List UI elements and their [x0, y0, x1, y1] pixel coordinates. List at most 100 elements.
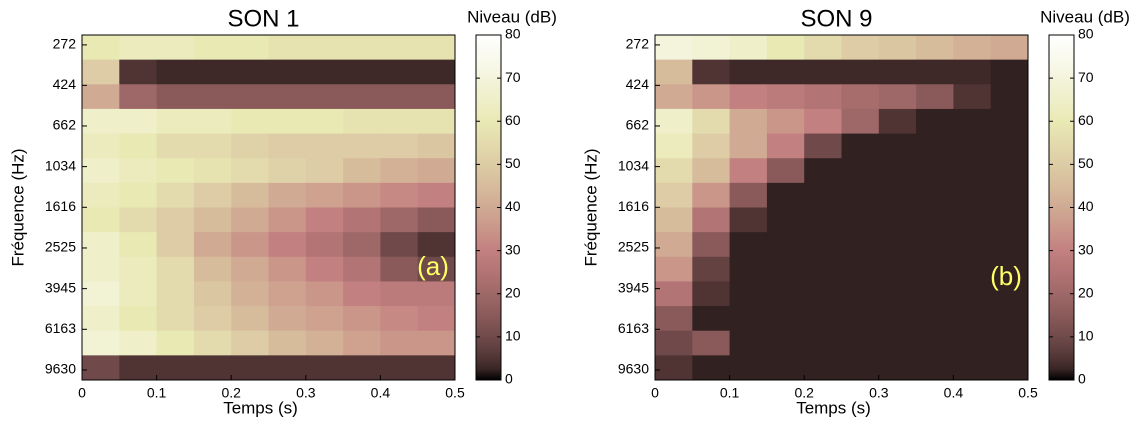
y-tick-label: 662: [53, 117, 77, 133]
heatmap-cell: [343, 355, 381, 381]
heatmap-cell: [343, 182, 381, 208]
heatmap-cell: [268, 108, 307, 135]
heatmap-cell: [417, 232, 456, 258]
heatmap-cell: [804, 232, 842, 258]
heatmap-cell: [231, 281, 269, 307]
heatmap-cell: [268, 306, 307, 332]
heatmap-cell: [119, 232, 158, 258]
heatmap-cell: [916, 355, 954, 381]
heatmap-cell: [231, 207, 269, 233]
chart-title: SON 9: [800, 5, 872, 32]
heatmap-cell: [841, 281, 880, 307]
heatmap-cell: [841, 133, 880, 159]
heatmap-cell: [766, 207, 805, 233]
heatmap-cell: [916, 108, 954, 135]
heatmap-cell: [878, 84, 917, 110]
heatmap-cell: [193, 35, 232, 61]
heatmap-cell: [193, 59, 232, 85]
colorbar-tick-label: 70: [1078, 69, 1094, 85]
x-axis-label: Temps (s): [223, 398, 298, 417]
heatmap-cell: [990, 232, 1029, 258]
heatmap-cell: [119, 108, 158, 135]
heatmap-cell: [268, 256, 307, 282]
heatmap-cell: [380, 133, 419, 159]
heatmap-cell: [119, 35, 158, 61]
heatmap-cell: [82, 133, 120, 159]
heatmap-cell: [916, 59, 954, 85]
heatmap-cell: [156, 133, 195, 159]
heatmap-cell: [82, 182, 120, 208]
heatmap-cell: [841, 84, 880, 110]
heatmap-cell: [804, 59, 842, 85]
heatmap-cell: [766, 35, 805, 61]
heatmap-cell: [655, 108, 693, 135]
heatmap-cell: [729, 182, 768, 208]
heatmap-cell: [841, 330, 880, 356]
heatmap-cell: [692, 108, 731, 135]
heatmap-cell: [841, 256, 880, 282]
heatmap-cell: [655, 232, 693, 258]
x-tick-label: 0: [78, 385, 86, 401]
colorbar-tick-label: 10: [1078, 328, 1094, 344]
heatmap-cell: [953, 84, 992, 110]
heatmap-cell: [990, 207, 1029, 233]
heatmap-cell: [878, 330, 917, 356]
heatmap-cell: [380, 158, 419, 184]
heatmap-cell: [305, 355, 344, 381]
heatmap-cell: [305, 59, 344, 85]
heatmap-cell: [916, 330, 954, 356]
heatmap-cell: [417, 158, 456, 184]
heatmap-cell: [692, 182, 731, 208]
heatmap-cell: [82, 84, 120, 110]
heatmap-cell: [193, 232, 232, 258]
heatmap-cell: [343, 281, 381, 307]
heatmap-cell: [305, 232, 344, 258]
heatmap-cell: [231, 59, 269, 85]
heatmap-cell: [119, 306, 158, 332]
heatmap-cell: [953, 330, 992, 356]
heatmap-cell: [655, 182, 693, 208]
colorbar: [1048, 34, 1075, 381]
heatmap-cell: [878, 182, 917, 208]
heatmap-cell: [655, 84, 693, 110]
heatmap-cell: [990, 182, 1029, 208]
heatmap-cell: [119, 330, 158, 356]
heatmap-cell: [268, 84, 307, 110]
heatmap-cell: [417, 355, 456, 381]
heatmap-cell: [343, 108, 381, 135]
heatmap-cell: [916, 35, 954, 61]
heatmap-cell: [156, 281, 195, 307]
heatmap-cell: [268, 182, 307, 208]
y-tick-label: 3945: [45, 279, 76, 295]
heatmap-cell: [916, 281, 954, 307]
x-tick-label: 0.1: [147, 385, 167, 401]
heatmap-cell: [193, 256, 232, 282]
heatmap-cell: [878, 158, 917, 184]
colorbar-tick-label: 0: [505, 371, 513, 387]
heatmap-cell: [655, 306, 693, 332]
heatmap-cell: [343, 59, 381, 85]
heatmap-cell: [916, 84, 954, 110]
heatmap-cell: [804, 207, 842, 233]
heatmap-cell: [380, 232, 419, 258]
heatmap-cell: [343, 35, 381, 61]
y-tick-label: 6163: [618, 320, 649, 336]
colorbar-tick-label: 30: [505, 241, 521, 257]
heatmap-cell: [343, 256, 381, 282]
heatmap-cell: [380, 182, 419, 208]
heatmap-cell: [119, 84, 158, 110]
heatmap-cell: [804, 84, 842, 110]
heatmap-cell: [916, 306, 954, 332]
heatmap-cell: [268, 158, 307, 184]
heatmap-cell: [916, 256, 954, 282]
heatmap-cell: [156, 108, 195, 135]
heatmap-cell: [953, 59, 992, 85]
heatmap-cell: [268, 330, 307, 356]
heatmap-cell: [119, 182, 158, 208]
heatmap-cell: [953, 281, 992, 307]
heatmap-cell: [878, 133, 917, 159]
heatmap-cell: [343, 133, 381, 159]
heatmap-cell: [231, 256, 269, 282]
heatmap-cell: [305, 306, 344, 332]
heatmap-cell: [766, 133, 805, 159]
